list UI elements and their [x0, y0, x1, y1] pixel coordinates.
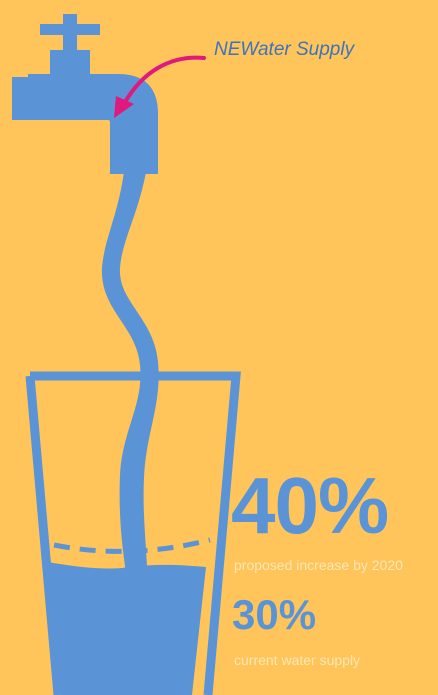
arrow-icon: [114, 55, 206, 118]
primary-stat-value: 40%: [231, 461, 389, 550]
glass-icon: [25, 371, 241, 695]
faucet-icon: [12, 14, 158, 174]
secondary-stat-caption: current water supply: [234, 652, 361, 668]
primary-stat-caption: proposed increase by 2020: [234, 557, 403, 573]
callout-label: NEWater Supply: [214, 39, 355, 60]
water-stream: [101, 172, 159, 600]
secondary-stat-value: 30%: [232, 591, 317, 638]
